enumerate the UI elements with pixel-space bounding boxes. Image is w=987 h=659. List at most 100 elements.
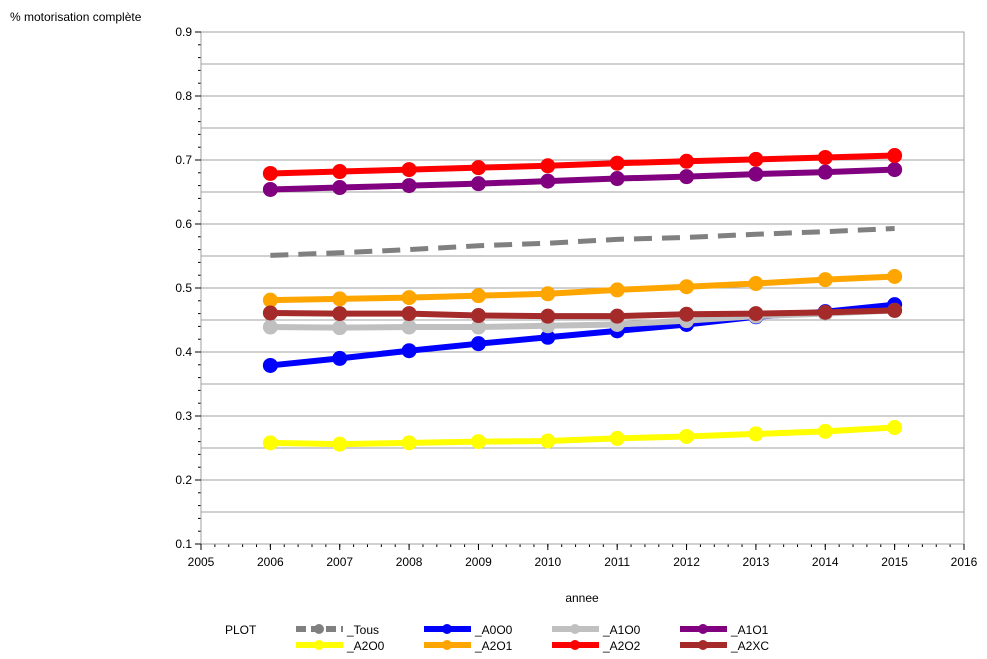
data-point: [332, 306, 348, 322]
legend-item: _A2XC: [680, 639, 769, 653]
data-point: [262, 165, 278, 181]
legend-title: PLOT: [225, 623, 257, 637]
data-point: [817, 304, 833, 320]
legend-label: _A1O0: [602, 623, 641, 637]
series-line: [270, 273, 895, 304]
x-tick-label: 2013: [743, 555, 770, 569]
series-line: [270, 152, 895, 177]
y-tick-label: 0.4: [175, 345, 192, 359]
data-point: [817, 149, 833, 165]
y-tick-label: 0.9: [175, 25, 192, 39]
data-point: [679, 428, 695, 444]
x-tick-label: 2005: [188, 555, 215, 569]
legend-item: _A2O0: [296, 639, 385, 653]
series-line: [270, 307, 895, 320]
data-point: [748, 166, 764, 182]
y-tick-label: 0.1: [175, 537, 192, 551]
series-line: [270, 424, 895, 448]
data-point: [332, 320, 348, 336]
y-tick-label: 0.6: [175, 217, 192, 231]
x-tick-label: 2014: [812, 555, 839, 569]
data-point: [332, 164, 348, 180]
data-point: [401, 178, 417, 194]
data-point: [262, 357, 278, 373]
series-a2o1: [262, 268, 903, 308]
data-point: [748, 306, 764, 322]
series-line: [270, 166, 895, 193]
x-tick-label: 2011: [604, 555, 630, 569]
data-point: [817, 423, 833, 439]
legend-marker: [314, 624, 324, 634]
data-point: [401, 306, 417, 322]
data-point: [470, 160, 486, 176]
data-point: [540, 286, 556, 302]
series-group: [262, 148, 903, 452]
data-point: [470, 288, 486, 304]
legend-marker: [570, 640, 580, 650]
data-point: [332, 350, 348, 366]
data-point: [887, 268, 903, 284]
series-line: [270, 225, 895, 258]
legend-label: _A1O1: [730, 623, 769, 637]
data-point: [679, 153, 695, 169]
data-point: [401, 319, 417, 335]
data-point: [817, 272, 833, 288]
series-a1o1: [262, 162, 903, 197]
series-a0o0: [262, 297, 903, 373]
legend-label: _Tous: [346, 623, 379, 637]
data-point: [401, 162, 417, 178]
data-point: [470, 434, 486, 450]
legend-label: _A2O1: [474, 639, 513, 653]
legend-marker: [442, 624, 452, 634]
y-axis-title: % motorisation complète: [10, 10, 142, 24]
data-point: [262, 181, 278, 197]
data-point: [679, 279, 695, 295]
data-point: [262, 435, 278, 451]
y-tick-label: 0.3: [175, 409, 192, 423]
data-point: [609, 155, 625, 171]
legend-marker: [314, 640, 324, 650]
x-tick-label: 2015: [881, 555, 908, 569]
legend-label: _A2XC: [730, 639, 769, 653]
data-point: [540, 158, 556, 174]
x-tick-label: 2012: [673, 555, 700, 569]
x-tick-label: 2008: [396, 555, 423, 569]
legend-item: _A2O2: [552, 639, 641, 653]
legend-item: _A1O0: [552, 623, 641, 637]
data-point: [540, 173, 556, 189]
data-point: [262, 292, 278, 308]
data-point: [332, 436, 348, 452]
data-point: [817, 164, 833, 180]
data-point: [748, 151, 764, 167]
x-tick-label: 2016: [951, 555, 978, 569]
data-point: [262, 319, 278, 335]
legend-marker: [570, 624, 580, 634]
legend: PLOT _Tous _A0O0 _A1O0 _A1O1 _A2O0 _A2O1 _A2O2…: [225, 623, 769, 653]
data-point: [401, 290, 417, 306]
axes: 0.1 0.2 0.3 0.4 0.5 0.6 0.7 0.8 0.9 2005 2006 2007 2…: [175, 25, 977, 569]
legend-item: _A0O0: [424, 623, 513, 637]
series-tous: [270, 225, 895, 258]
data-point: [887, 162, 903, 178]
legend-marker: [698, 624, 708, 634]
y-tick-label: 0.5: [175, 281, 192, 295]
x-tick-label: 2006: [257, 555, 284, 569]
legend-marker: [442, 640, 452, 650]
x-tick-label: 2007: [326, 555, 353, 569]
data-point: [748, 426, 764, 442]
data-point: [887, 148, 903, 164]
data-point: [470, 336, 486, 352]
data-point: [679, 169, 695, 185]
x-axis-title: annee: [565, 591, 599, 605]
y-tick-label: 0.2: [175, 473, 192, 487]
legend-item: _A2O1: [424, 639, 513, 653]
legend-marker: [698, 640, 708, 650]
data-point: [887, 302, 903, 318]
data-point: [470, 176, 486, 192]
series-a2o2: [262, 148, 903, 181]
data-point: [401, 343, 417, 359]
series-a2o0: [262, 420, 903, 452]
data-point: [332, 180, 348, 196]
grid-lines: [201, 63, 964, 513]
